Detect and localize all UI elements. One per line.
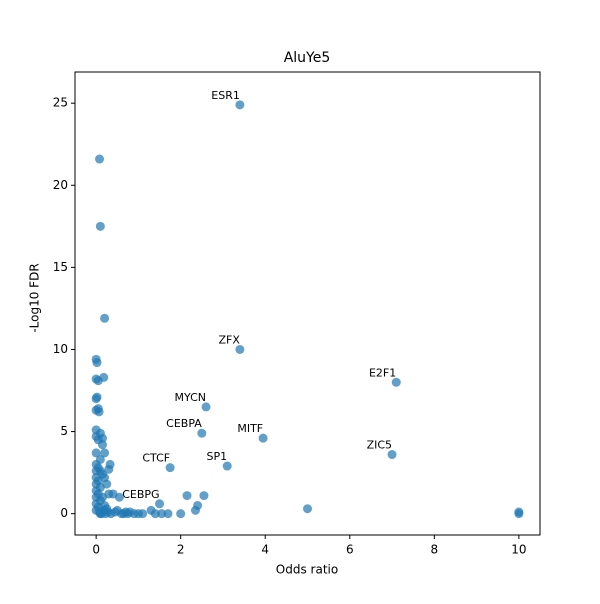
plot-frame (74, 71, 541, 536)
point-label: ESR1 (211, 89, 240, 102)
x-tick-label: 2 (177, 543, 185, 557)
point (102, 479, 112, 489)
x-axis-label: Odds ratio (276, 563, 338, 577)
chart-title: AluYe5 (284, 50, 331, 66)
point (114, 492, 124, 502)
point (165, 463, 175, 473)
point (100, 448, 110, 458)
x-tick-label: 8 (430, 543, 438, 557)
x-tick-label: 6 (346, 543, 354, 557)
point-label: SP1 (207, 450, 228, 463)
point (92, 392, 102, 402)
y-tick-label: 15 (53, 260, 68, 274)
y-tick-label: 0 (60, 506, 68, 520)
point (157, 509, 167, 519)
point-label: CEBPA (166, 417, 202, 430)
point (104, 464, 114, 474)
point (99, 372, 109, 382)
point (258, 433, 268, 443)
point (182, 491, 192, 501)
point (155, 499, 165, 509)
point (387, 450, 397, 460)
point (303, 504, 312, 514)
point (95, 221, 105, 231)
x-tick-label: 0 (92, 543, 100, 557)
point (94, 407, 104, 417)
point (201, 402, 211, 412)
point (222, 461, 232, 471)
point (391, 377, 401, 387)
x-tick-label: 10 (511, 543, 526, 557)
point (235, 100, 245, 110)
point (197, 428, 207, 438)
point-label: CEBPG (122, 488, 159, 501)
point (95, 154, 105, 164)
point (123, 509, 133, 519)
point (92, 358, 102, 368)
point (91, 448, 101, 458)
point (514, 509, 524, 519)
point (190, 505, 200, 515)
point (199, 491, 209, 501)
point (235, 344, 245, 354)
y-tick-label: 10 (53, 342, 68, 356)
point (176, 509, 186, 519)
y-tick-label: 5 (60, 424, 68, 438)
point (97, 440, 107, 450)
point-label: MITF (237, 422, 263, 435)
point-label: E2F1 (369, 366, 396, 379)
y-tick-label: 20 (53, 178, 68, 192)
point (163, 509, 173, 519)
x-tick-label: 4 (261, 543, 269, 557)
point-label: MYCN (175, 391, 207, 404)
point (100, 313, 110, 323)
point (138, 509, 148, 519)
point-label: ZFX (218, 333, 240, 346)
y-axis-label: -Log10 FDR (28, 263, 42, 332)
point-label: CTCF (142, 452, 170, 465)
point (150, 509, 160, 519)
point (97, 433, 107, 443)
y-tick-label: 25 (53, 96, 68, 110)
point-label: ZIC5 (367, 439, 392, 452)
